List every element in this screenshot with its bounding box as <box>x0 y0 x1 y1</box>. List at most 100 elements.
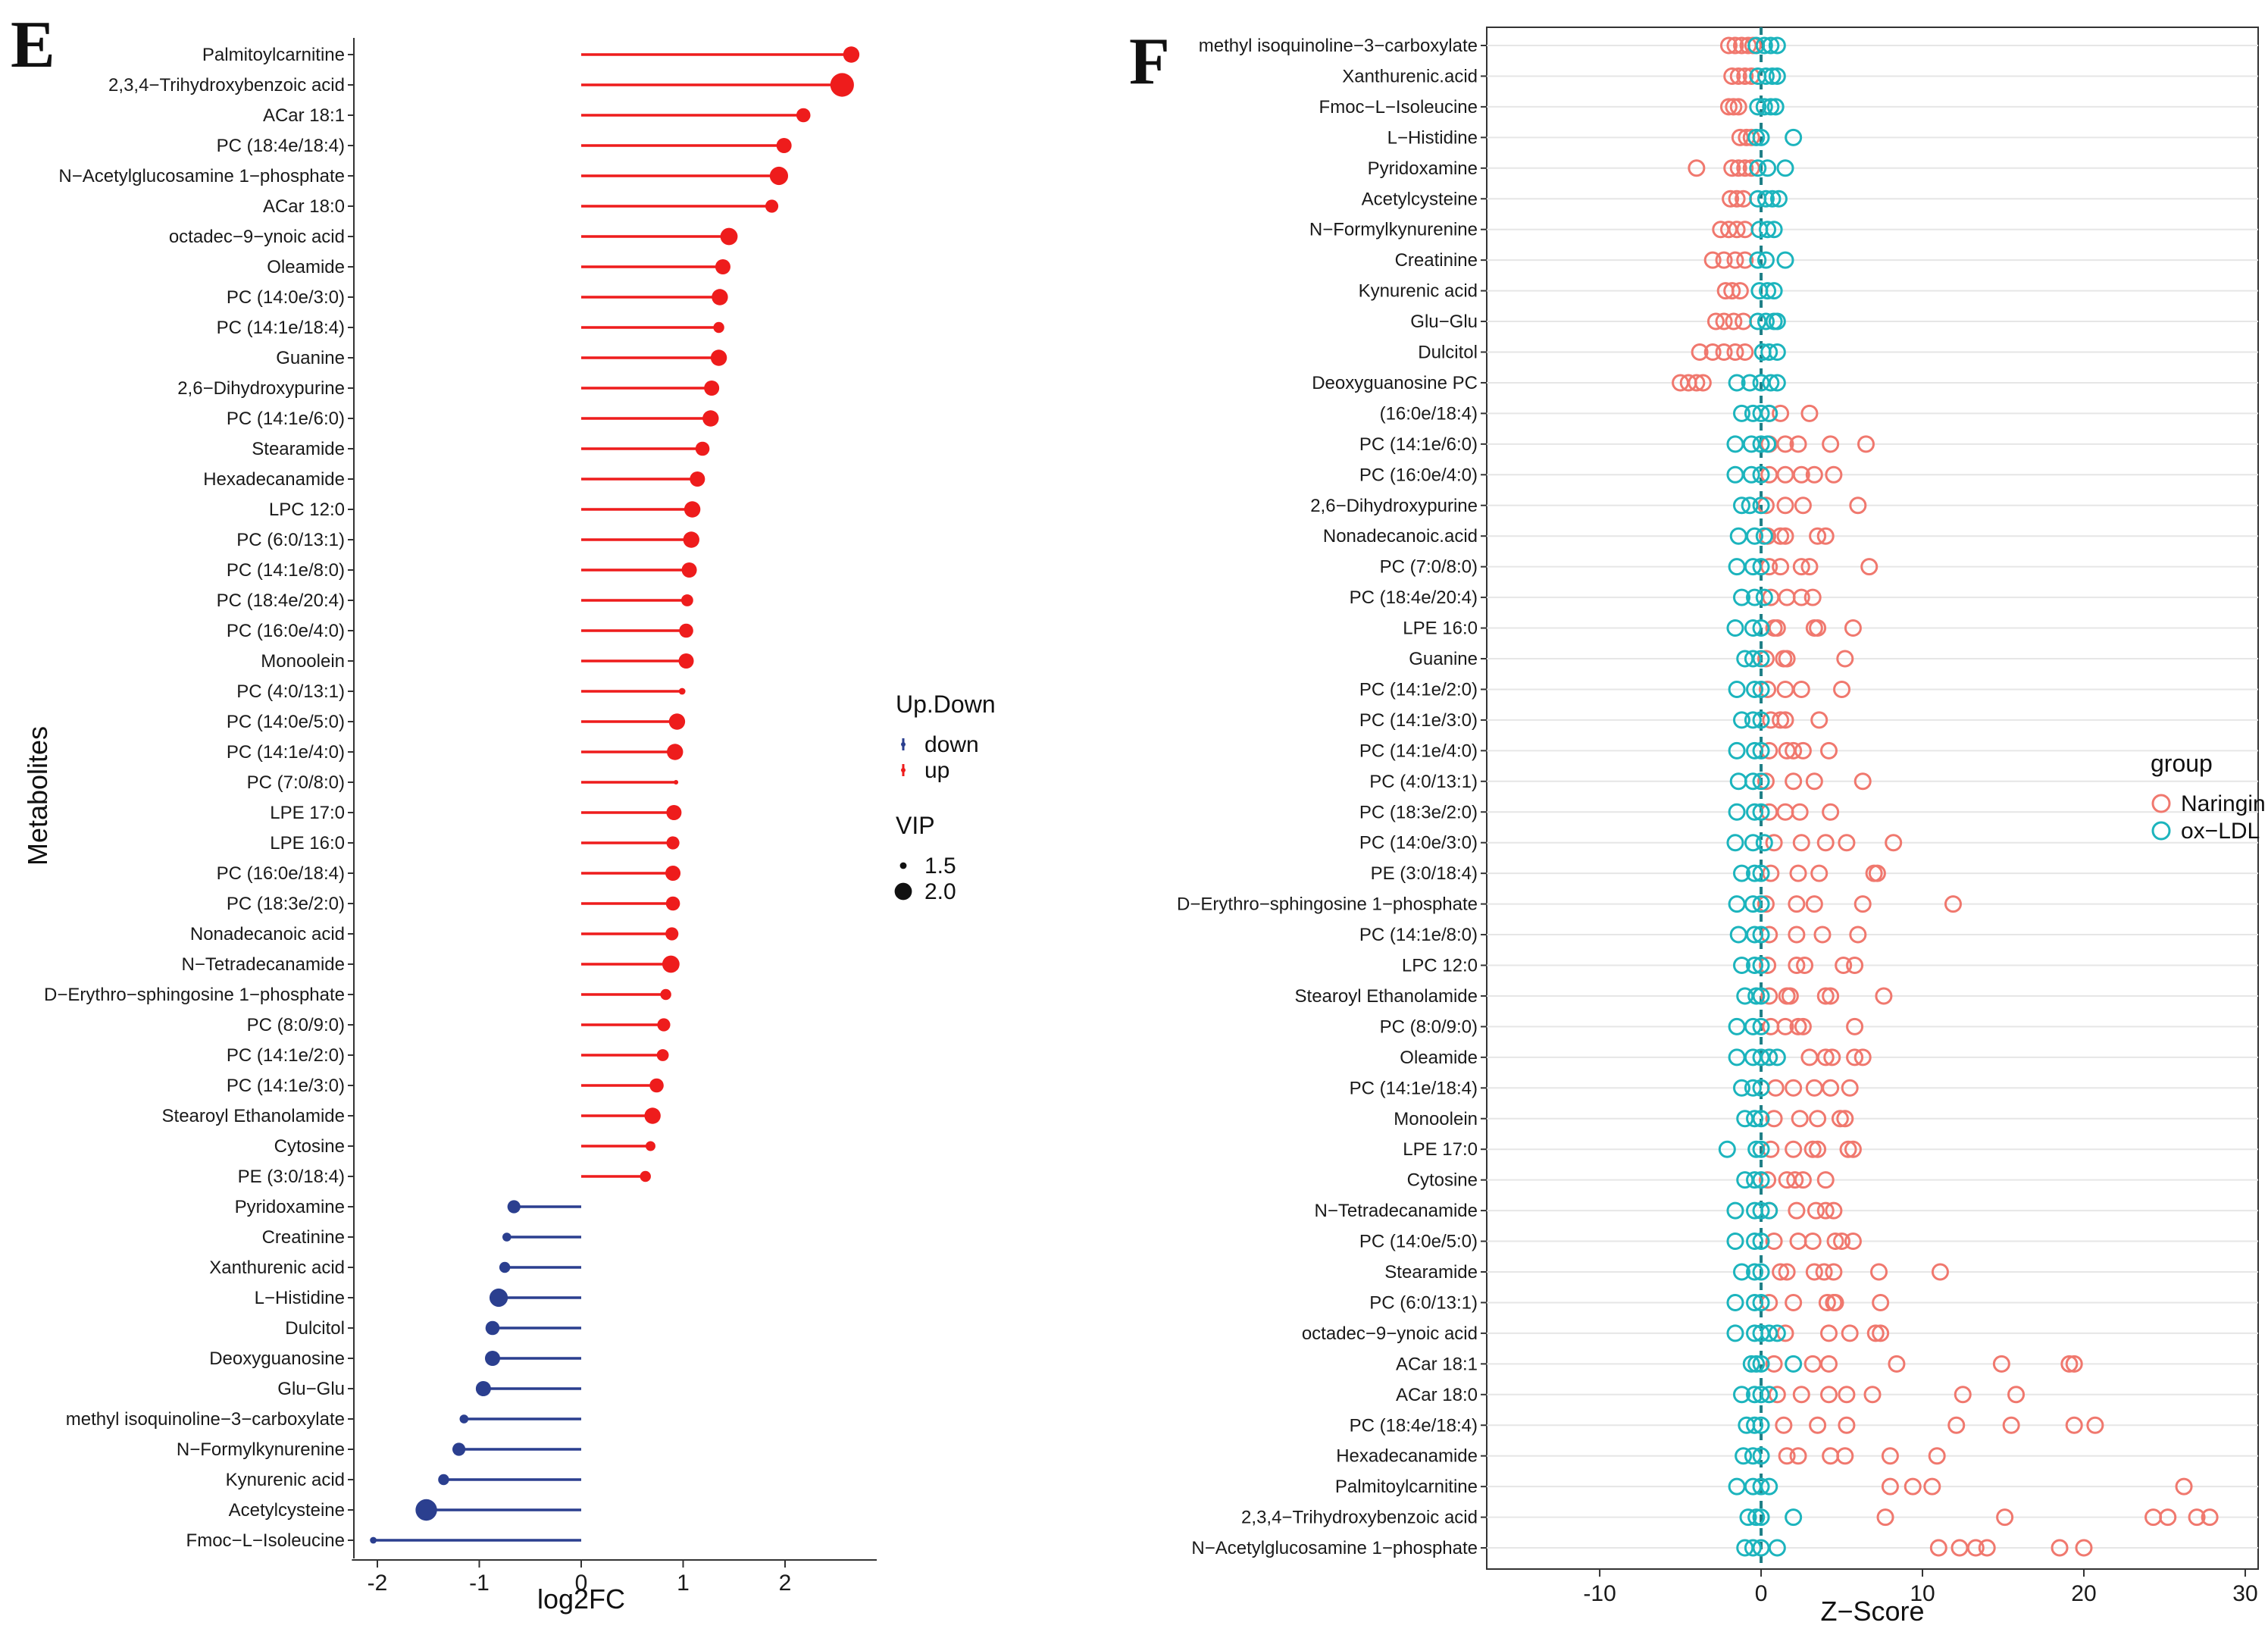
f-point-ox-ldl <box>1718 1140 1736 1158</box>
e-x-tick-label: -2 <box>368 1571 388 1596</box>
f-point-ox-ldl <box>1752 1017 1770 1035</box>
e-dot <box>704 381 720 396</box>
e-metabolite-label: Deoxyguanosine <box>209 1348 345 1369</box>
f-point-ox-ldl <box>1752 650 1770 668</box>
f-point-naringin <box>1792 680 1810 698</box>
f-metabolite-label: Stearoyl Ethanolamide <box>1295 986 1478 1007</box>
f-point-naringin <box>1835 957 1853 974</box>
f-point-naringin <box>1838 1386 1856 1404</box>
e-y-axis-title: Metabolites <box>22 726 53 866</box>
e-dot <box>489 1288 508 1308</box>
f-point-ox-ldl <box>1757 251 1775 269</box>
f-point-naringin <box>1728 189 1746 208</box>
f-point-naringin <box>1722 189 1740 208</box>
f-point-naringin <box>1781 987 1799 1005</box>
f-point-naringin <box>1854 895 1872 913</box>
f-point-ox-ldl <box>1759 159 1777 177</box>
f-point-naringin <box>1778 1263 1796 1281</box>
f-point-naringin <box>1863 1386 1882 1404</box>
f-point-ox-ldl <box>1752 558 1770 576</box>
f-point-ox-ldl <box>1785 128 1803 146</box>
f-metabolite-label: methyl isoquinoline−3−carboxylate <box>1199 36 1478 56</box>
f-point-ox-ldl <box>1760 1201 1778 1220</box>
f-point-ox-ldl <box>1759 435 1777 453</box>
f-point-ox-ldl <box>1732 1079 1750 1097</box>
f-point-naringin <box>1796 957 1814 974</box>
f-metabolite-label: PC (14:1e/3:0) <box>1359 710 1478 731</box>
f-point-naringin <box>1822 1079 1840 1097</box>
f-point-naringin <box>1872 1324 1890 1342</box>
f-x-tick-label: 10 <box>1910 1581 1935 1606</box>
f-point-ox-ldl <box>1744 895 1762 913</box>
f-point-naringin <box>1788 1201 1806 1220</box>
f-point-ox-ldl <box>1746 1171 1764 1189</box>
e-metabolite-label: Nonadecanoic acid <box>190 924 345 944</box>
f-point-ox-ldl <box>1744 619 1762 637</box>
f-point-naringin <box>1846 1017 1864 1035</box>
f-point-naringin <box>1954 1386 1972 1404</box>
e-metabolite-label: N−Acetylglucosamine 1−phosphate <box>58 166 345 186</box>
e-legend-vip-dot <box>894 882 912 901</box>
f-point-ox-ldl <box>1746 864 1764 882</box>
f-point-ox-ldl <box>1765 221 1783 239</box>
f-point-ox-ldl <box>1752 128 1770 146</box>
f-point-naringin <box>1805 772 1823 791</box>
f-x-tick-label: -10 <box>1583 1581 1616 1606</box>
e-metabolite-label: L−Histidine <box>255 1288 345 1308</box>
f-point-naringin <box>1726 343 1744 361</box>
f-point-ox-ldl <box>1746 1416 1764 1434</box>
f-point-naringin <box>1742 128 1760 146</box>
f-point-ox-ldl <box>1732 588 1750 606</box>
f-point-ox-ldl <box>1741 374 1759 392</box>
f-point-naringin <box>1725 98 1743 116</box>
f-point-naringin <box>1825 1201 1843 1220</box>
e-metabolite-label: Cytosine <box>274 1136 345 1157</box>
f-point-ox-ldl <box>1746 1293 1764 1311</box>
f-metabolite-label: Pyridoxamine <box>1368 158 1478 179</box>
f-point-ox-ldl <box>1749 251 1767 269</box>
f-point-naringin <box>1736 67 1754 85</box>
f-point-ox-ldl <box>1747 1355 1766 1373</box>
e-legend-title-updown: Up.Down <box>896 691 996 718</box>
e-metabolite-label: ACar 18:1 <box>263 105 345 126</box>
f-metabolite-label: PC (14:1e/8:0) <box>1359 925 1478 945</box>
f-point-ox-ldl <box>1746 527 1764 545</box>
f-legend-title: group <box>2151 750 2213 777</box>
e-metabolite-label: Hexadecanamide <box>203 469 345 490</box>
f-point-naringin <box>1838 1416 1856 1434</box>
f-x-tick-label: 0 <box>1755 1581 1768 1606</box>
f-point-naringin <box>1805 895 1823 913</box>
f-point-ox-ldl <box>1726 1324 1744 1342</box>
f-point-naringin <box>1826 1233 1844 1251</box>
f-point-naringin <box>1715 251 1733 269</box>
f-point-ox-ldl <box>1752 1171 1770 1189</box>
f-point-ox-ldl <box>1752 619 1770 637</box>
panel-letter-e: E <box>11 8 55 82</box>
f-point-naringin <box>1803 1233 1822 1251</box>
f-metabolite-label: Xanthurenic.acid <box>1342 66 1478 86</box>
f-point-ox-ldl <box>1752 1386 1770 1404</box>
f-point-naringin <box>1849 926 1867 944</box>
f-point-ox-ldl <box>1746 926 1764 944</box>
f-point-naringin <box>1885 834 1903 852</box>
f-point-naringin <box>1888 1355 1906 1373</box>
f-point-ox-ldl <box>1752 895 1770 913</box>
f-point-naringin <box>1860 558 1879 576</box>
f-metabolite-label: PC (7:0/8:0) <box>1380 557 1478 578</box>
f-point-ox-ldl <box>1752 1263 1770 1281</box>
f-point-naringin <box>1849 496 1867 515</box>
f-point-naringin <box>1809 527 1827 545</box>
f-point-naringin <box>2188 1508 2206 1527</box>
e-dot <box>678 653 694 669</box>
f-point-ox-ldl <box>1752 711 1770 729</box>
f-point-naringin <box>1765 834 1783 852</box>
e-metabolite-label: Palmitoylcarnitine <box>202 45 345 65</box>
f-metabolite-label: PC (8:0/9:0) <box>1380 1016 1478 1037</box>
f-point-ox-ldl <box>1757 189 1775 208</box>
f-point-naringin <box>1810 711 1828 729</box>
e-metabolite-label: PC (14:1e/2:0) <box>227 1045 345 1066</box>
f-point-naringin <box>1844 619 1862 637</box>
e-metabolite-label: N−Tetradecanamide <box>182 954 345 975</box>
f-metabolite-label: Acetylcysteine <box>1362 189 1478 209</box>
